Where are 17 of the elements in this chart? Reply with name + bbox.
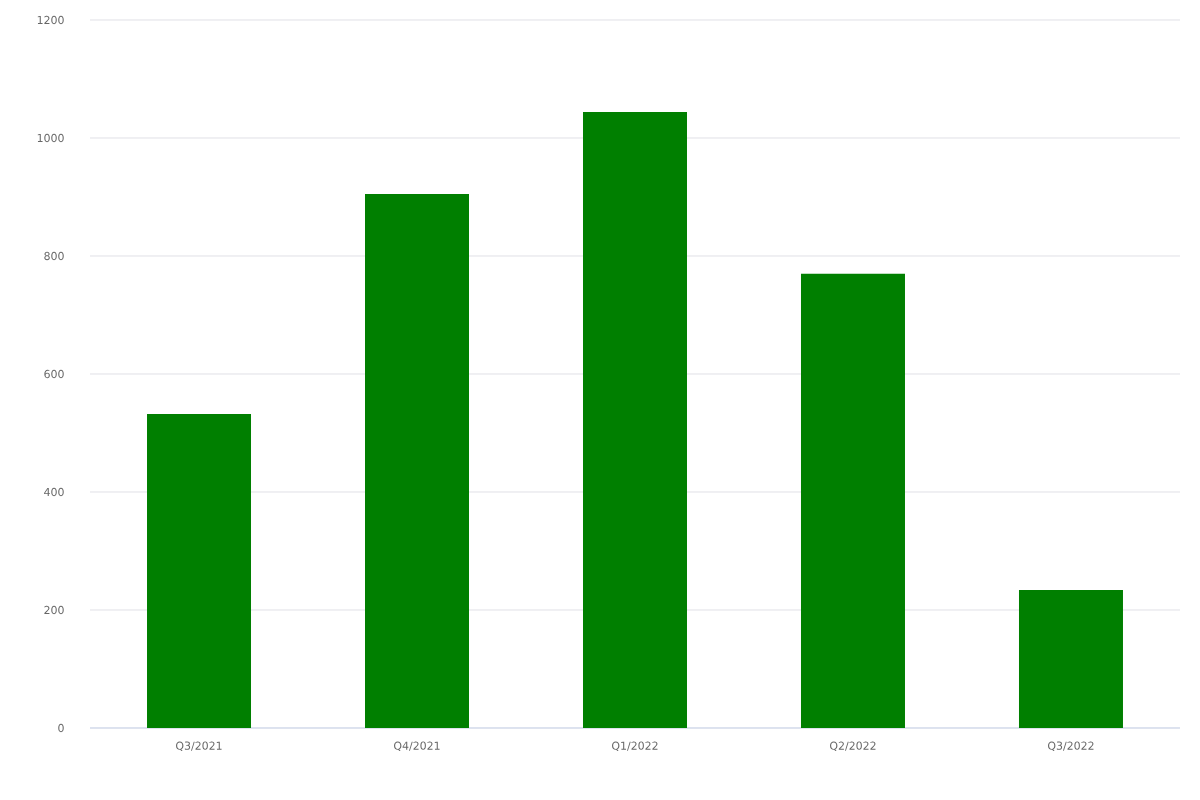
y-tick-label: 600 — [44, 369, 64, 379]
bar — [1018, 589, 1123, 728]
x-tick-label: Q3/2022 — [1048, 741, 1094, 752]
bar — [800, 273, 905, 728]
x-tick-label: Q1/2022 — [612, 741, 658, 752]
y-tick-label: 800 — [44, 251, 64, 261]
y-tick-label: 200 — [44, 605, 64, 615]
y-tick-label: 0 — [58, 723, 64, 733]
y-tick-label: 1000 — [37, 133, 64, 143]
x-tick-label: Q3/2021 — [176, 741, 222, 752]
y-tick-label: 1200 — [37, 15, 64, 25]
x-tick-label: Q4/2021 — [394, 741, 440, 752]
bar — [365, 194, 469, 728]
bar — [583, 112, 687, 728]
x-tick-label: Q2/2022 — [830, 741, 876, 752]
bar — [147, 414, 252, 728]
y-tick-label: 400 — [44, 487, 64, 497]
